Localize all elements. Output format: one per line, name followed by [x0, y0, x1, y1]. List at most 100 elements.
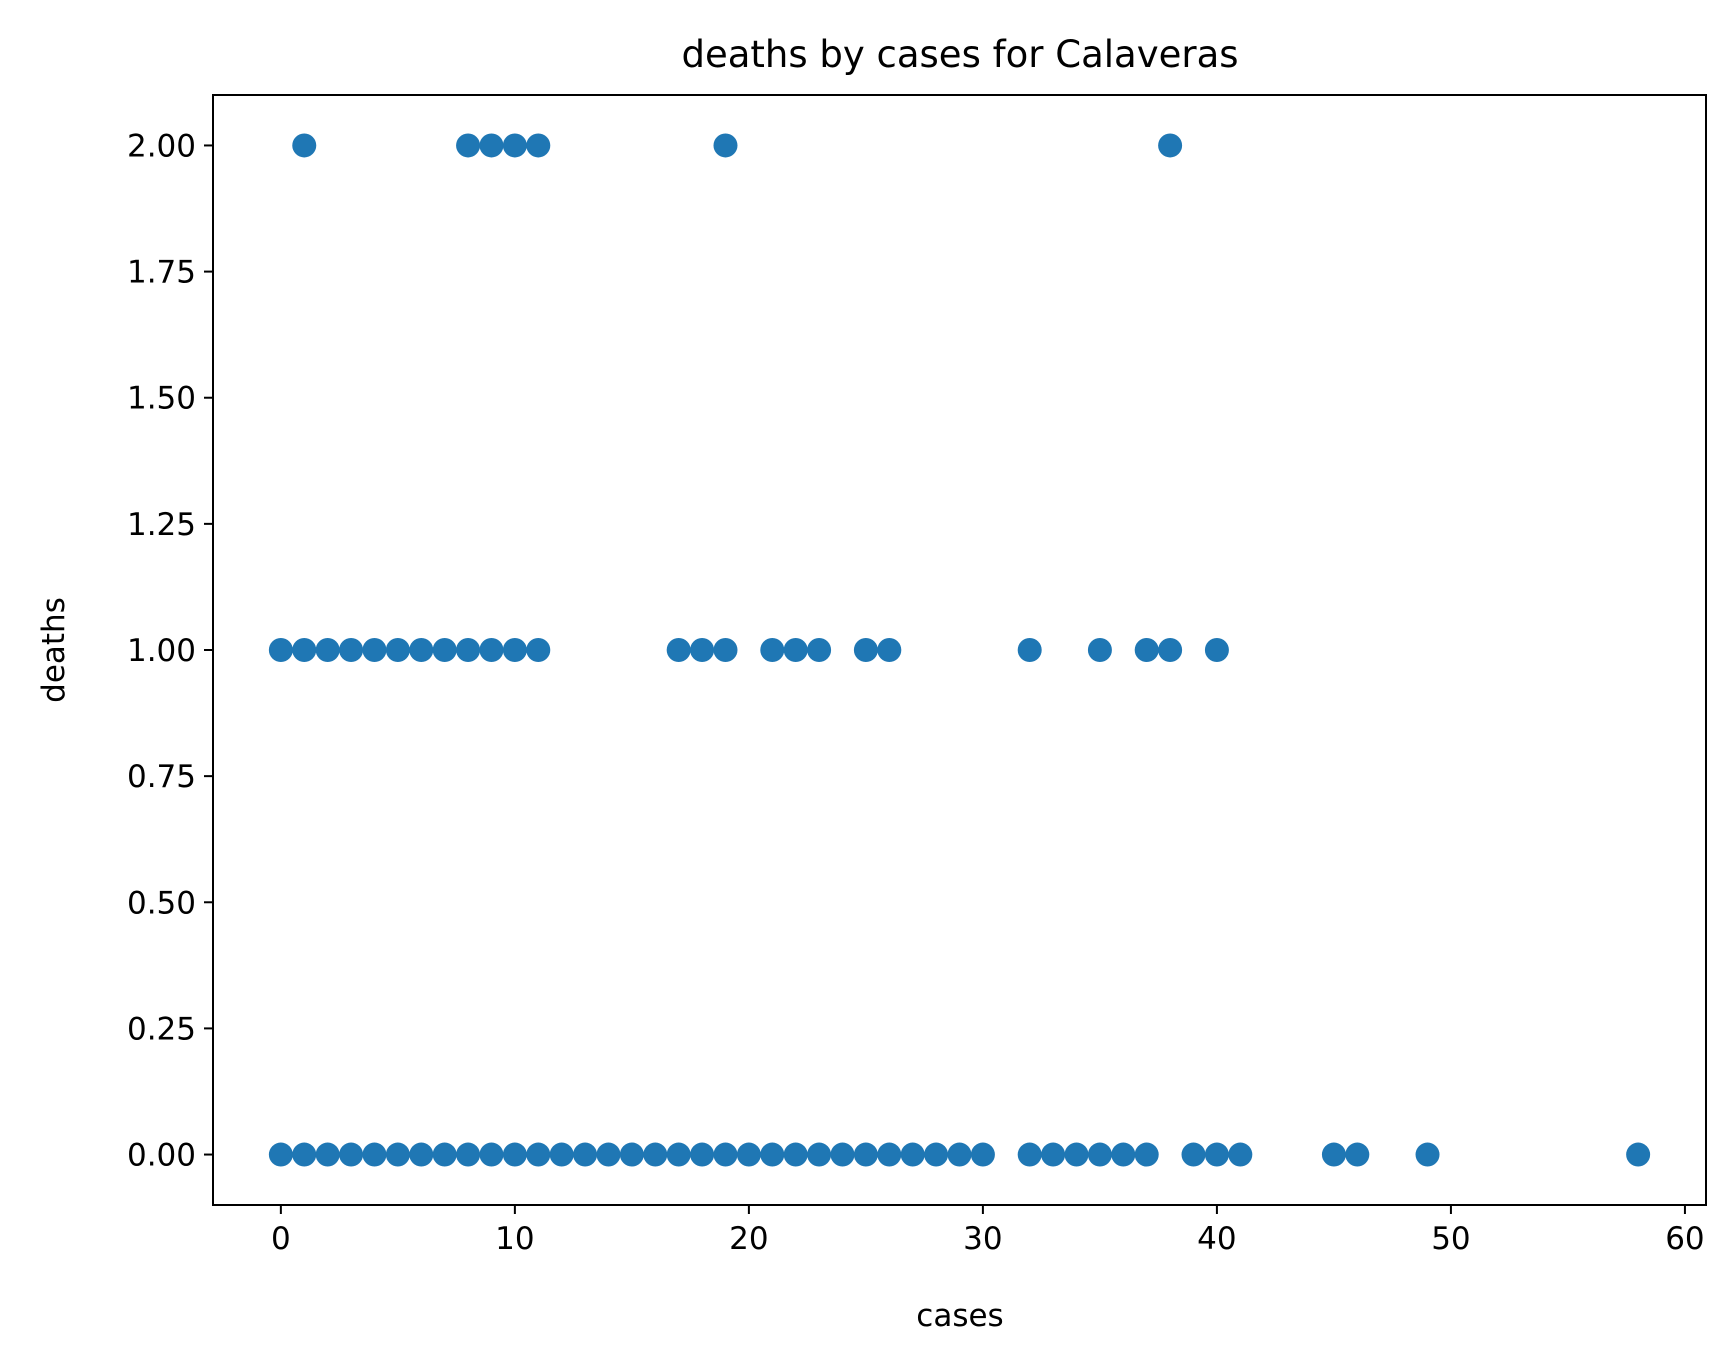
- scatter-point: [1228, 1142, 1253, 1167]
- scatter-point: [1017, 1142, 1042, 1167]
- y-axis-ticks: 0.00 0.25 0.50 0.75 1.00 1.25 1.50 1.75 2.00: [127, 128, 213, 1174]
- scatter-point: [409, 1142, 434, 1167]
- scatter-point: [502, 1142, 527, 1167]
- scatter-point: [268, 638, 293, 662]
- y-tick-label: 1.25: [127, 507, 196, 543]
- scatter-point: [666, 638, 691, 662]
- scatter-point: [1064, 1142, 1089, 1167]
- scatter-point: [432, 638, 457, 662]
- y-axis-label: deaths: [36, 597, 72, 703]
- y-tick-label: 0.50: [127, 885, 196, 921]
- scatter-point: [315, 1142, 340, 1167]
- scatter-point: [807, 1142, 832, 1167]
- scatter-point: [783, 638, 808, 662]
- scatter-point: [362, 1142, 387, 1167]
- scatter-point: [456, 1142, 481, 1167]
- scatter-point: [292, 1142, 317, 1167]
- scatter-point: [666, 1142, 691, 1167]
- scatter-point: [292, 638, 317, 662]
- scatter-point: [713, 638, 738, 662]
- scatter-point: [385, 638, 410, 662]
- chart-title: deaths by cases for Calaveras: [681, 33, 1238, 76]
- scatter-point: [643, 1142, 668, 1167]
- scatter-point: [456, 638, 481, 662]
- scatter-point: [385, 1142, 410, 1167]
- scatter-point: [573, 1142, 598, 1167]
- scatter-point: [526, 638, 551, 662]
- scatter-point: [432, 1142, 457, 1167]
- scatter-point: [502, 133, 527, 158]
- x-tick-label: 60: [1665, 1221, 1704, 1257]
- scatter-point: [292, 133, 317, 158]
- scatter-point: [1321, 1142, 1346, 1167]
- scatter-point: [690, 638, 715, 662]
- scatter-point: [1111, 1142, 1136, 1167]
- scatter-point: [830, 1142, 855, 1167]
- y-tick-label: 1.00: [127, 633, 196, 669]
- scatter-point: [1204, 1142, 1229, 1167]
- scatter-point: [713, 133, 738, 158]
- scatter-point: [900, 1142, 925, 1167]
- scatter-point: [1181, 1142, 1206, 1167]
- scatter-point: [970, 1142, 995, 1167]
- scatter-point: [1134, 638, 1159, 662]
- scatter-point: [502, 638, 527, 662]
- scatter-point: [1158, 638, 1183, 662]
- y-tick-label: 1.75: [127, 255, 196, 291]
- y-tick-label: 0.25: [127, 1011, 196, 1047]
- x-tick-label: 40: [1197, 1221, 1236, 1257]
- scatter-point: [619, 1142, 644, 1167]
- scatter-point: [1345, 1142, 1370, 1167]
- scatter-point: [1134, 1142, 1159, 1167]
- scatter-point: [362, 638, 387, 662]
- y-tick-label: 0.75: [127, 759, 196, 795]
- scatter-point: [339, 1142, 364, 1167]
- scatter-point: [268, 1142, 293, 1167]
- scatter-point: [526, 133, 551, 158]
- x-axis-ticks: 0 10 20 30 40 50 60: [271, 1205, 1705, 1257]
- scatter-point: [1415, 1142, 1440, 1167]
- y-tick-label: 0.00: [127, 1138, 196, 1174]
- scatter-point: [409, 638, 434, 662]
- scatter-point: [877, 1142, 902, 1167]
- x-tick-label: 20: [729, 1221, 768, 1257]
- scatter-point: [736, 1142, 761, 1167]
- scatter-point: [1017, 638, 1042, 662]
- scatter-point: [526, 1142, 551, 1167]
- scatter-point: [1204, 638, 1229, 662]
- scatter-point: [760, 638, 785, 662]
- x-tick-label: 0: [271, 1221, 291, 1257]
- scatter-point: [783, 1142, 808, 1167]
- scatter-point: [947, 1142, 972, 1167]
- x-tick-label: 50: [1431, 1221, 1470, 1257]
- scatter-point: [853, 638, 878, 662]
- scatter-point: [1041, 1142, 1066, 1167]
- scatter-point: [1626, 1142, 1651, 1167]
- x-tick-label: 10: [495, 1221, 534, 1257]
- scatter-point: [853, 1142, 878, 1167]
- scatter-point: [877, 638, 902, 662]
- scatter-point: [807, 638, 832, 662]
- x-tick-label: 30: [963, 1221, 1002, 1257]
- scatter-point: [690, 1142, 715, 1167]
- scatter-point: [1158, 133, 1183, 158]
- scatter-point: [760, 1142, 785, 1167]
- scatter-point: [1087, 1142, 1112, 1167]
- scatter-point: [479, 1142, 504, 1167]
- y-tick-label: 2.00: [127, 128, 196, 164]
- scatter-point: [315, 638, 340, 662]
- scatter-point: [596, 1142, 621, 1167]
- scatter-point: [713, 1142, 738, 1167]
- x-axis-label: cases: [916, 1298, 1003, 1334]
- scatter-point: [479, 133, 504, 158]
- scatter-point: [924, 1142, 949, 1167]
- scatter-point: [479, 638, 504, 662]
- scatter-point: [1087, 638, 1112, 662]
- y-tick-label: 1.50: [127, 381, 196, 417]
- data-points: [268, 133, 1651, 1167]
- scatter-point: [456, 133, 481, 158]
- scatter-point: [549, 1142, 574, 1167]
